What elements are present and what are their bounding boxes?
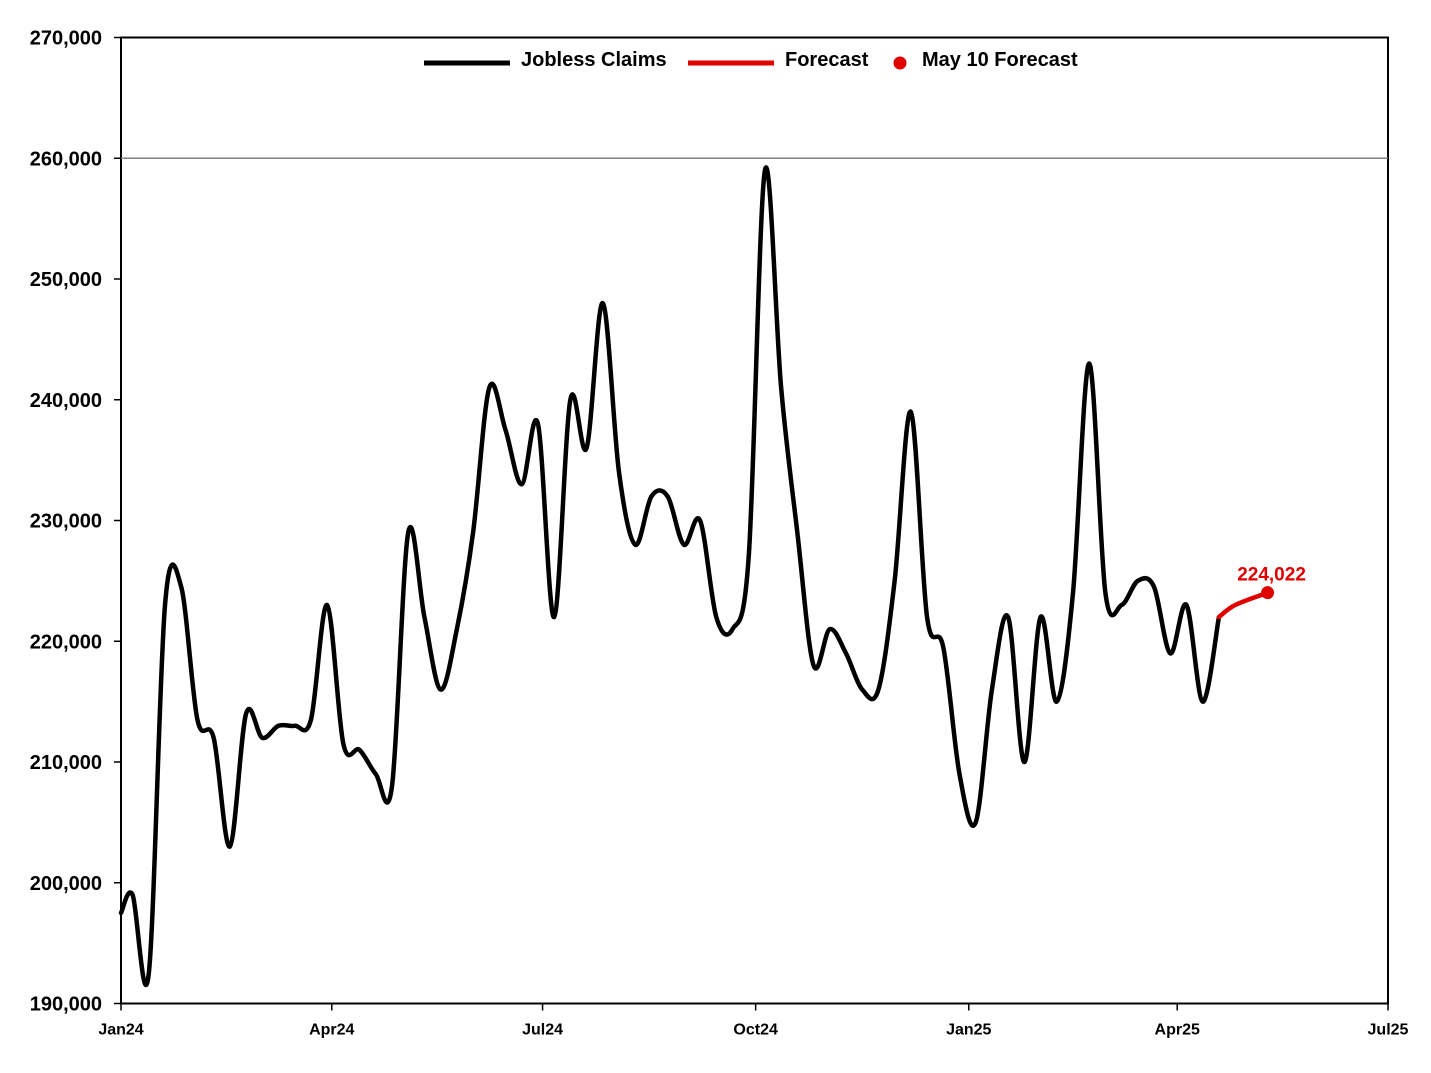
- legend-label-may-10-forecast: May 10 Forecast: [922, 49, 1078, 71]
- x-tick-label-apr25: Apr25: [1155, 1022, 1200, 1039]
- x-tick-label-jul25: Jul25: [1368, 1022, 1409, 1039]
- series-point-may-10-forecast: [1261, 586, 1275, 600]
- y-tick-label-190000: 190,000: [30, 994, 102, 1016]
- x-tick-label-oct24: Oct24: [733, 1022, 778, 1039]
- y-tick-label-200000: 200,000: [30, 873, 102, 895]
- series-line-forecast: [1216, 590, 1270, 620]
- x-tick-label-jan24: Jan24: [98, 1022, 143, 1039]
- y-tick-label-210000: 210,000: [30, 752, 102, 774]
- y-axis: 190,000 200,000 210,000 220,000 230,000 240,0…: [30, 28, 121, 1016]
- legend-label-jobless-claims: Jobless Claims: [521, 49, 667, 71]
- y-tick-label-240000: 240,000: [30, 390, 102, 412]
- x-tick-label-jan25: Jan25: [946, 1022, 991, 1039]
- x-tick-label-apr24: Apr24: [309, 1022, 354, 1039]
- series-layer: 224,022: [118, 165, 1306, 987]
- legend-label-forecast: Forecast: [785, 49, 869, 71]
- y-tick-label-260000: 260,000: [30, 148, 102, 170]
- data-label-may-10-forecast: 224,022: [1237, 565, 1306, 586]
- x-tick-label-jul24: Jul24: [522, 1022, 563, 1039]
- series-line-jobless-claims: [118, 165, 1222, 987]
- y-tick-label-220000: 220,000: [30, 631, 102, 653]
- y-tick-label-230000: 230,000: [30, 511, 102, 533]
- y-tick-label-270000: 270,000: [30, 28, 102, 50]
- legend-swatch-may-10-forecast: [893, 56, 907, 70]
- x-axis: Jan24 Apr24 Jul24 Oct24 Jan25 Apr25 Jul25: [98, 1003, 1409, 1039]
- plot-area: [120, 36, 1389, 1005]
- legend: Jobless Claims Forecast May 10 Forecast: [424, 49, 1078, 71]
- y-tick-label-250000: 250,000: [30, 269, 102, 291]
